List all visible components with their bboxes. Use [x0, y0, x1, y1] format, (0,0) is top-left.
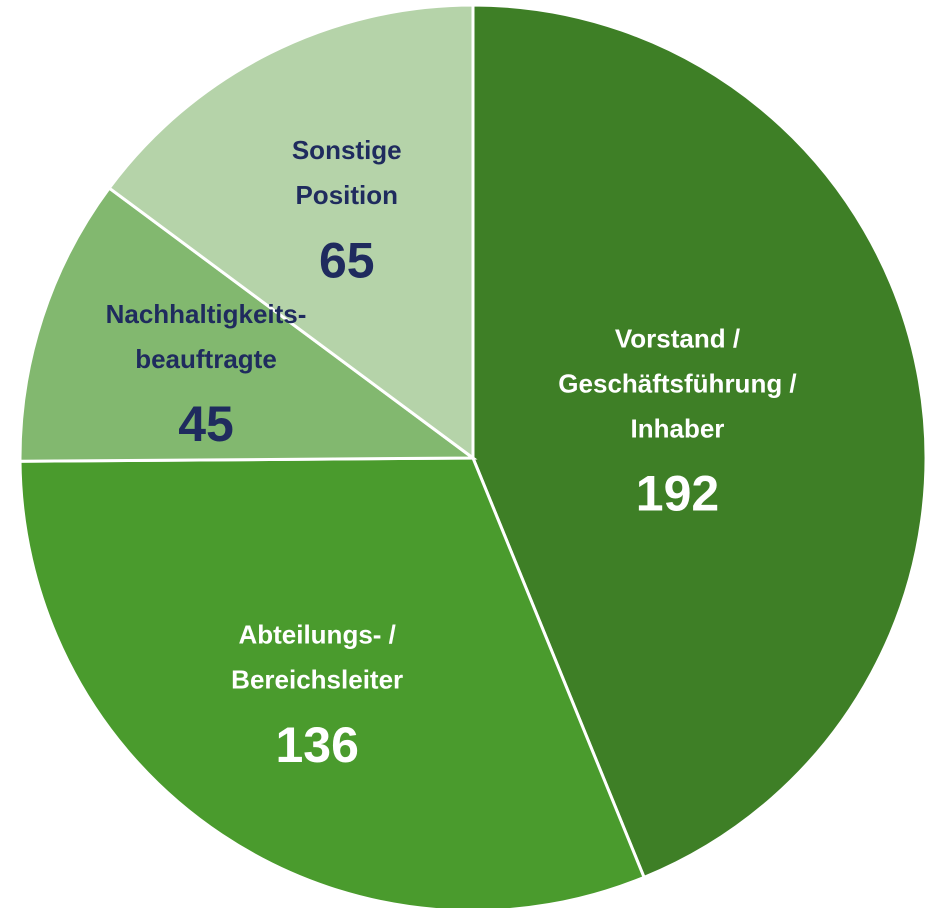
label-line: Nachhaltigkeits- [106, 299, 307, 329]
slice-label: Nachhaltigkeits-beauftragte [106, 299, 307, 374]
pie-slice [471, 3, 928, 880]
label-line: Bereichsleiter [231, 665, 403, 695]
value-label: 45 [178, 396, 234, 452]
slice-label: Vorstand / Geschäftsführung / Inhaber [558, 323, 796, 443]
value-label: 65 [319, 232, 375, 288]
value-label: 192 [636, 466, 719, 522]
slice-label: Abteilungs- / Bereichsleiter [231, 620, 403, 695]
label-line: Position [295, 180, 398, 210]
pie-slice [18, 185, 478, 463]
slice-label: Sonstige Position [292, 135, 402, 210]
label-line: Vorstand / [615, 323, 740, 353]
label-line: beauftragte [135, 344, 277, 374]
pie-slice [18, 456, 647, 908]
label-line: Abteilungs- / [238, 620, 395, 650]
value-label: 136 [275, 717, 358, 773]
label-line: Inhaber [631, 413, 725, 443]
pie-slice [107, 3, 475, 461]
label-line: Sonstige [292, 135, 402, 165]
label-line: Geschäftsführung / [558, 368, 796, 398]
